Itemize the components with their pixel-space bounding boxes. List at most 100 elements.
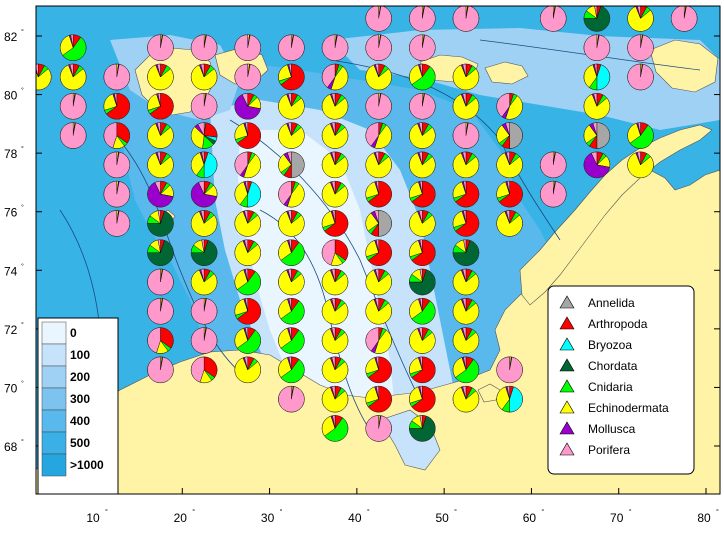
degree-mark: ° [21, 438, 24, 446]
contour-line [59, 209, 101, 331]
station-pie [321, 268, 349, 296]
x-tick-label: 30 [261, 511, 275, 525]
station-pie [409, 239, 436, 266]
station-pie [409, 122, 436, 149]
pie-outline [365, 6, 392, 32]
station-pie [583, 93, 611, 120]
degree-mark: ° [454, 508, 457, 516]
taxa-label: Chordata [588, 359, 638, 373]
land-novaya-zemlya [519, 124, 713, 306]
pie-outline [278, 356, 305, 384]
pie-outline [321, 93, 349, 120]
station-pie [627, 122, 654, 149]
pie-outline [321, 34, 349, 61]
station-pie [278, 327, 305, 354]
taxa-label: Echinodermata [588, 401, 669, 415]
station-pie [583, 34, 611, 61]
station-pie [452, 385, 480, 413]
station-pie [278, 180, 305, 208]
pie-outline [452, 122, 480, 149]
station-pie [365, 210, 392, 237]
station-pie [365, 415, 392, 442]
station-pie [452, 298, 480, 325]
pie-outline [452, 210, 480, 237]
station-pie [496, 122, 523, 149]
station-pie [452, 210, 480, 237]
pie-outline [452, 6, 480, 32]
station-pie [452, 268, 480, 296]
x-tick-label: 50 [435, 511, 449, 525]
station-pie [409, 298, 436, 325]
taxa-marker [559, 295, 575, 309]
pie-outline [409, 180, 436, 208]
station-pie [452, 93, 480, 120]
pie-outline [409, 93, 436, 120]
y-tick-label: 72 [4, 323, 18, 337]
pie-outline [409, 122, 436, 149]
pie-outline [496, 151, 523, 179]
pie-outline [147, 34, 174, 61]
station-pie [278, 34, 305, 61]
station-pie [190, 210, 218, 237]
station-pie [583, 63, 611, 91]
pie-outline [321, 210, 349, 237]
pie-outline [190, 327, 218, 354]
station-pie [540, 180, 567, 208]
station-pie [278, 151, 305, 179]
station-pie [190, 34, 218, 61]
station-pie [190, 239, 218, 266]
pie-outline [321, 268, 349, 296]
pie-outline [321, 298, 349, 325]
pie-outline [409, 327, 436, 354]
station-pie [452, 180, 480, 208]
station-pie [496, 385, 523, 413]
taxa-legend: Annelida Arthropoda Bryozoa Chordata Cnidari… [547, 285, 695, 475]
pie-outline [36, 63, 52, 91]
station-pie [452, 122, 480, 149]
pie-outline [234, 239, 261, 266]
pie-outline [496, 180, 523, 208]
station-pie [59, 34, 87, 61]
station-pie [365, 327, 392, 354]
depth-label: 400 [70, 414, 90, 428]
pie-outline [452, 327, 480, 354]
pie-outline [147, 356, 174, 384]
pie-outline [190, 34, 218, 61]
station-pie [278, 210, 305, 237]
degree-mark: ° [21, 379, 24, 387]
station-pie [321, 239, 349, 266]
depth-swatch [41, 321, 67, 345]
degree-mark: ° [21, 87, 24, 95]
pie-outline [496, 210, 523, 237]
pie-outline [365, 268, 392, 296]
pie-outline [278, 122, 305, 149]
station-pie [409, 268, 436, 296]
station-pie [190, 63, 218, 91]
station-pie [321, 210, 349, 237]
station-pie [627, 6, 654, 32]
pie-outline [234, 63, 261, 91]
station-pie [103, 63, 131, 91]
station-pie [278, 298, 305, 325]
pie-outline [583, 93, 611, 120]
station-pie [452, 63, 480, 91]
station-pie [365, 34, 392, 61]
station-pie [496, 210, 523, 237]
pie-outline [103, 63, 131, 91]
y-tick-label: 78 [4, 147, 18, 161]
station-pie [452, 151, 480, 179]
x-tick-label: 60 [523, 511, 537, 525]
taxa-marker [559, 379, 575, 393]
station-pie [365, 122, 392, 149]
station-pie [365, 151, 392, 179]
pie-outline [627, 34, 654, 61]
degree-mark: ° [21, 28, 24, 36]
pie-outline [670, 6, 698, 32]
station-pie [147, 93, 174, 120]
y-tick-label: 74 [4, 264, 18, 278]
pie-outline [365, 93, 392, 120]
station-pie [278, 93, 305, 120]
pie-outline [190, 210, 218, 237]
degree-mark: ° [541, 508, 544, 516]
pie-outline [321, 151, 349, 179]
